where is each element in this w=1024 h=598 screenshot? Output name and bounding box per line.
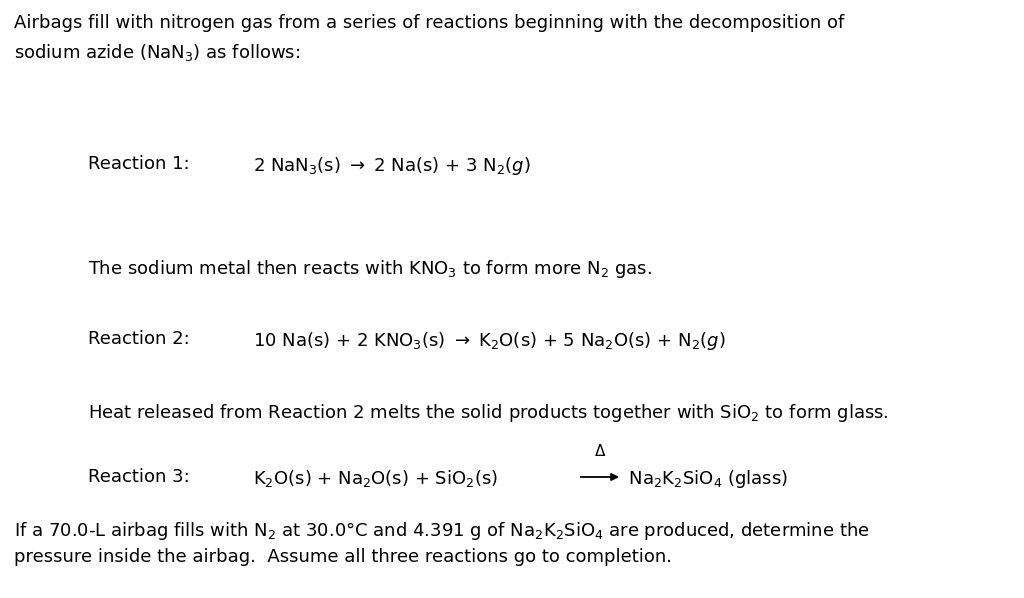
Text: If a 70.0-L airbag fills with N$_2$ at 30.0°C and 4.391 g of Na$_2$K$_2$SiO$_4$ : If a 70.0-L airbag fills with N$_2$ at 3… [14, 520, 869, 542]
Text: K$_2$O(s) + Na$_2$O(s) + SiO$_2$(s): K$_2$O(s) + Na$_2$O(s) + SiO$_2$(s) [253, 468, 500, 489]
Text: 10 Na(s) + 2 KNO$_3$(s) $\rightarrow$ K$_2$O(s) + 5 Na$_2$O(s) + N$_2$($g$): 10 Na(s) + 2 KNO$_3$(s) $\rightarrow$ K$… [253, 330, 725, 352]
Text: Reaction 3:: Reaction 3: [88, 468, 189, 486]
Text: pressure inside the airbag.  Assume all three reactions go to completion.: pressure inside the airbag. Assume all t… [14, 548, 672, 566]
Text: Reaction 2:: Reaction 2: [88, 330, 189, 348]
Text: Airbags fill with nitrogen gas from a series of reactions beginning with the dec: Airbags fill with nitrogen gas from a se… [14, 14, 844, 32]
Text: $\Delta$: $\Delta$ [594, 443, 606, 459]
Text: sodium azide (NaN$_3$) as follows:: sodium azide (NaN$_3$) as follows: [14, 42, 300, 63]
Text: Reaction 1:: Reaction 1: [88, 155, 189, 173]
Text: The sodium metal then reacts with KNO$_3$ to form more N$_2$ gas.: The sodium metal then reacts with KNO$_3… [88, 258, 652, 280]
Text: 2 NaN$_3$(s) $\rightarrow$ 2 Na(s) + 3 N$_2$($g$): 2 NaN$_3$(s) $\rightarrow$ 2 Na(s) + 3 N… [253, 155, 530, 177]
Text: Heat released from Reaction 2 melts the solid products together with SiO$_2$ to : Heat released from Reaction 2 melts the … [88, 402, 889, 424]
Text: Na$_2$K$_2$SiO$_4$ (glass): Na$_2$K$_2$SiO$_4$ (glass) [623, 468, 788, 490]
